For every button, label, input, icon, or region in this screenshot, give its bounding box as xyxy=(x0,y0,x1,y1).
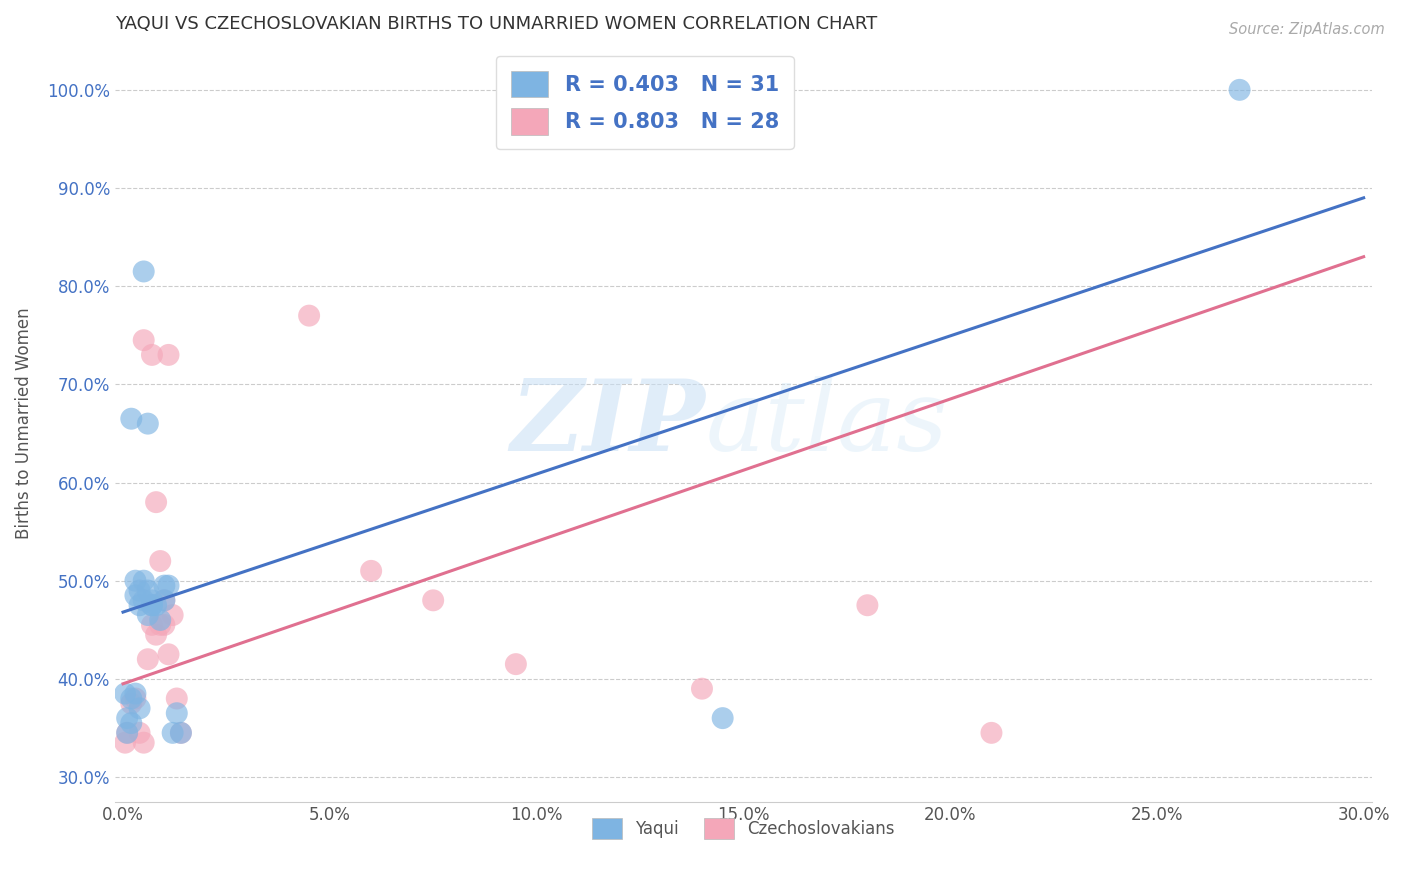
Point xyxy=(124,691,146,706)
Point xyxy=(145,495,167,509)
Point xyxy=(141,618,163,632)
Point xyxy=(132,736,155,750)
Point xyxy=(141,599,163,613)
Point xyxy=(1229,83,1251,97)
Point xyxy=(124,574,146,588)
Point xyxy=(132,574,155,588)
Point xyxy=(132,593,155,607)
Point xyxy=(422,593,444,607)
Point xyxy=(114,736,136,750)
Point xyxy=(980,726,1002,740)
Point xyxy=(157,579,180,593)
Point xyxy=(153,579,176,593)
Point xyxy=(166,691,188,706)
Point xyxy=(141,348,163,362)
Point xyxy=(128,726,150,740)
Point xyxy=(856,599,879,613)
Point xyxy=(157,648,180,662)
Point xyxy=(136,583,159,598)
Point xyxy=(170,726,193,740)
Point xyxy=(120,716,142,731)
Point xyxy=(505,657,527,672)
Point xyxy=(360,564,382,578)
Text: atlas: atlas xyxy=(706,376,949,471)
Point xyxy=(120,411,142,425)
Point xyxy=(166,706,188,721)
Point xyxy=(124,589,146,603)
Point xyxy=(145,628,167,642)
Point xyxy=(149,618,172,632)
Point xyxy=(149,613,172,627)
Point xyxy=(128,599,150,613)
Point xyxy=(141,593,163,607)
Point xyxy=(162,608,184,623)
Point xyxy=(128,583,150,598)
Point xyxy=(115,726,138,740)
Point xyxy=(136,652,159,666)
Text: ZIP: ZIP xyxy=(510,376,706,472)
Point xyxy=(141,599,163,613)
Point xyxy=(114,687,136,701)
Point xyxy=(115,711,138,725)
Point xyxy=(115,726,138,740)
Point xyxy=(170,726,193,740)
Point xyxy=(136,608,159,623)
Point xyxy=(128,701,150,715)
Point xyxy=(132,333,155,347)
Point xyxy=(149,554,172,568)
Point xyxy=(298,309,321,323)
Point xyxy=(145,599,167,613)
Point xyxy=(153,593,176,607)
Point xyxy=(153,593,176,607)
Text: YAQUI VS CZECHOSLOVAKIAN BIRTHS TO UNMARRIED WOMEN CORRELATION CHART: YAQUI VS CZECHOSLOVAKIAN BIRTHS TO UNMAR… xyxy=(115,15,877,33)
Point xyxy=(711,711,734,725)
Point xyxy=(690,681,713,696)
Point xyxy=(157,348,180,362)
Point xyxy=(132,264,155,278)
Point xyxy=(153,618,176,632)
Text: Source: ZipAtlas.com: Source: ZipAtlas.com xyxy=(1229,22,1385,37)
Point xyxy=(162,726,184,740)
Point xyxy=(124,687,146,701)
Point xyxy=(120,691,142,706)
Legend: Yaqui, Czechoslovakians: Yaqui, Czechoslovakians xyxy=(585,812,901,847)
Point xyxy=(120,697,142,711)
Point xyxy=(136,417,159,431)
Y-axis label: Births to Unmarried Women: Births to Unmarried Women xyxy=(15,308,32,540)
